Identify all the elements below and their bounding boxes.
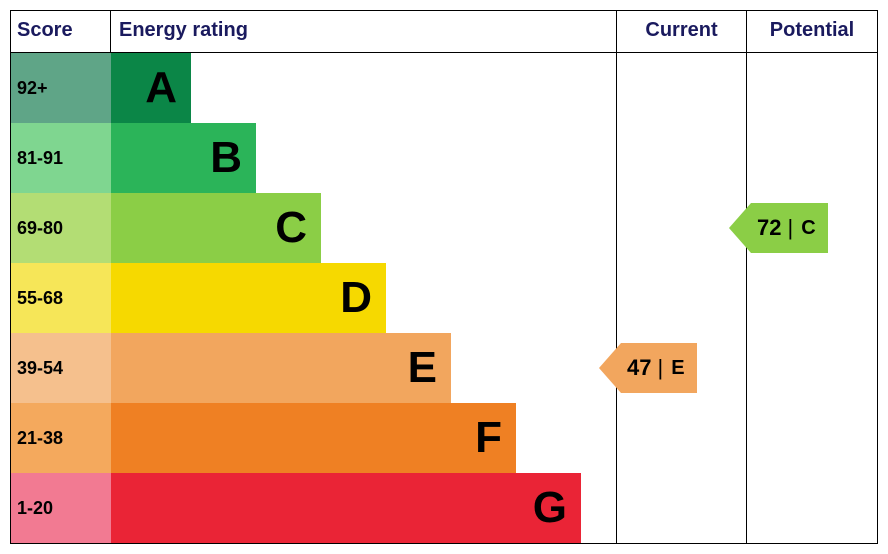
band-row-b: 81-91 B — [11, 123, 616, 193]
current-tag-body: 47| E — [621, 343, 697, 393]
bar-a: A — [111, 53, 191, 123]
potential-tag-arrow-icon — [729, 203, 751, 253]
bar-b: B — [111, 123, 256, 193]
score-cell-e: 39-54 — [11, 333, 111, 403]
potential-tag-letter: C — [801, 217, 815, 240]
bar-e: E — [111, 333, 451, 403]
current-tag-value: 47 — [627, 355, 651, 381]
potential-tag-separator: | — [787, 215, 793, 241]
header-row: Score Energy rating Current Potential — [11, 11, 877, 53]
current-tag-arrow-icon — [599, 343, 621, 393]
band-row-d: 55-68 D — [11, 263, 616, 333]
potential-column: 72| C — [747, 53, 877, 543]
band-letter-f: F — [475, 413, 502, 463]
current-tag: 47| E — [599, 343, 697, 393]
potential-tag: 72| C — [729, 203, 828, 253]
bar-c: C — [111, 193, 321, 263]
band-row-e: 39-54 E — [11, 333, 616, 403]
header-rating: Energy rating — [111, 11, 617, 52]
band-letter-a: A — [145, 63, 177, 113]
band-letter-e: E — [408, 343, 437, 393]
band-letter-g: G — [533, 483, 567, 533]
band-row-g: 1-20 G — [11, 473, 616, 543]
band-letter-b: B — [210, 133, 242, 183]
score-cell-f: 21-38 — [11, 403, 111, 473]
bar-g: G — [111, 473, 581, 543]
score-cell-a: 92+ — [11, 53, 111, 123]
body-wrap: 92+A81-91B69-80C55-68D39-54E21-38F1-20G … — [11, 53, 877, 543]
epc-chart: Score Energy rating Current Potential 92… — [10, 10, 878, 544]
header-potential: Potential — [747, 11, 877, 52]
score-cell-b: 81-91 — [11, 123, 111, 193]
current-tag-separator: | — [657, 355, 663, 381]
current-tag-letter: E — [671, 357, 684, 380]
band-row-c: 69-80 C — [11, 193, 616, 263]
score-cell-g: 1-20 — [11, 473, 111, 543]
band-letter-d: D — [340, 273, 372, 323]
header-current: Current — [617, 11, 747, 52]
score-cell-c: 69-80 — [11, 193, 111, 263]
bar-d: D — [111, 263, 386, 333]
current-column: 47| E — [617, 53, 747, 543]
bars-area: 92+ A 81-91 B 69-80 C 55-68 D 39-54 E 21-38 F 1-20 G — [11, 53, 617, 543]
score-cell-d: 55-68 — [11, 263, 111, 333]
bar-f: F — [111, 403, 516, 473]
band-row-a: 92+ A — [11, 53, 616, 123]
band-row-f: 21-38 F — [11, 403, 616, 473]
potential-tag-body: 72| C — [751, 203, 828, 253]
potential-tag-value: 72 — [757, 215, 781, 241]
band-letter-c: C — [275, 203, 307, 253]
header-score: Score — [11, 11, 111, 52]
